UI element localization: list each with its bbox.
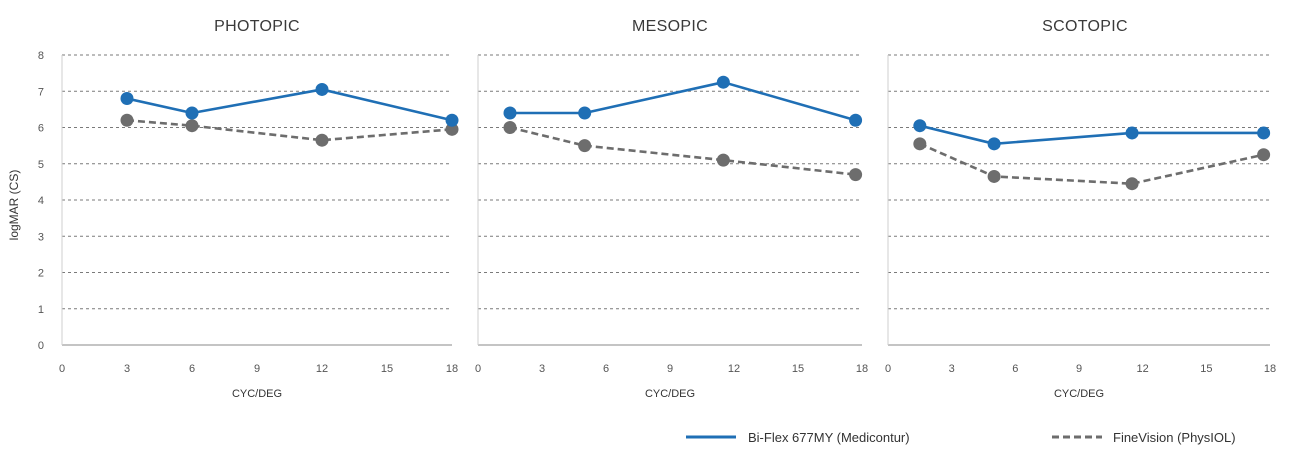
y-tick-label: 7 (38, 86, 44, 98)
x-axis-label: CYC/DEG (232, 388, 282, 400)
chart-panel-scotopic: SCOTOPIC 0 3 6 9 12 15 18 CYC/DEG (885, 18, 1276, 400)
series-line-finevision (126, 118, 453, 142)
data-point-finevision (578, 139, 592, 153)
x-tick-label: 12 (728, 363, 740, 375)
data-point-finevision (503, 121, 517, 134)
panel-title: SCOTOPIC (1042, 18, 1128, 35)
y-tick-label: 2 (38, 268, 44, 280)
data-point-finevision (716, 153, 730, 167)
data-point-finevision (445, 122, 459, 136)
data-point-finevision (315, 133, 329, 147)
data-point-finevision (987, 169, 1001, 183)
data-point-bi-flex (849, 113, 863, 127)
y-tick-label: 3 (38, 231, 44, 243)
x-tick-label: 18 (856, 363, 868, 375)
legend: Bi-Flex 677MY (Medicontur) FineVision (P… (686, 430, 1236, 445)
x-tick-label: 12 (316, 363, 328, 375)
series-line-finevision (919, 142, 1264, 185)
y-axis-label: logMAR (CS) (7, 170, 21, 241)
y-tick-label: 0 (38, 340, 44, 352)
x-tick-label: 18 (1264, 363, 1276, 375)
data-point-finevision (849, 168, 863, 182)
y-tick-label: 4 (38, 195, 44, 207)
x-tick-label: 9 (1076, 363, 1082, 375)
series-line-bi-flex (919, 124, 1264, 146)
data-point-bi-flex (1257, 126, 1271, 140)
x-tick-label: 9 (667, 363, 673, 375)
data-point-bi-flex (120, 92, 134, 105)
x-tick-label: 6 (1012, 363, 1018, 375)
data-point-bi-flex (445, 113, 459, 127)
x-tick-label: 18 (446, 363, 458, 375)
x-tick-label: 0 (475, 363, 481, 375)
data-point-bi-flex (987, 137, 1001, 151)
panel-title: PHOTOPIC (214, 18, 300, 35)
data-point-bi-flex (315, 82, 329, 96)
x-tick-label: 3 (949, 363, 955, 375)
data-point-bi-flex (578, 106, 592, 120)
data-point-bi-flex (913, 119, 927, 133)
x-tick-label: 6 (189, 363, 195, 375)
series-line-bi-flex (510, 80, 856, 122)
x-tick-label: 15 (792, 363, 804, 375)
data-point-finevision (1125, 177, 1139, 191)
x-tick-label: 15 (1200, 363, 1212, 375)
x-tick-label: 12 (1137, 363, 1149, 375)
y-tick-label: 5 (38, 159, 44, 171)
series-line-bi-flex (126, 88, 453, 122)
data-point-finevision (913, 137, 927, 151)
legend-label-finevision: FineVision (PhysIOL) (1113, 430, 1236, 445)
data-point-finevision (120, 113, 134, 127)
x-axis-label: CYC/DEG (645, 388, 695, 400)
data-point-bi-flex (185, 106, 199, 120)
x-tick-label: 3 (124, 363, 130, 375)
data-point-bi-flex (503, 106, 517, 120)
x-tick-label: 0 (59, 363, 65, 375)
y-tick-label: 6 (38, 123, 44, 135)
chart-panel-mesopic: MESOPIC 0 3 6 9 12 15 18 CYC/DEG (475, 18, 868, 400)
x-tick-label: 3 (539, 363, 545, 375)
x-tick-label: 6 (603, 363, 609, 375)
data-point-finevision (1257, 148, 1271, 162)
y-tick-label: 1 (38, 304, 44, 316)
legend-label-bi-flex: Bi-Flex 677MY (Medicontur) (748, 430, 910, 445)
x-tick-label: 15 (381, 363, 393, 375)
data-point-bi-flex (1125, 126, 1139, 140)
y-tick-label: 8 (38, 50, 44, 62)
x-axis-label: CYC/DEG (1054, 388, 1104, 400)
series-line-finevision (509, 126, 856, 176)
panel-title: MESOPIC (632, 18, 708, 35)
x-tick-label: 0 (885, 363, 891, 375)
data-point-finevision (185, 119, 199, 133)
x-tick-label: 9 (254, 363, 260, 375)
data-point-bi-flex (716, 75, 730, 89)
